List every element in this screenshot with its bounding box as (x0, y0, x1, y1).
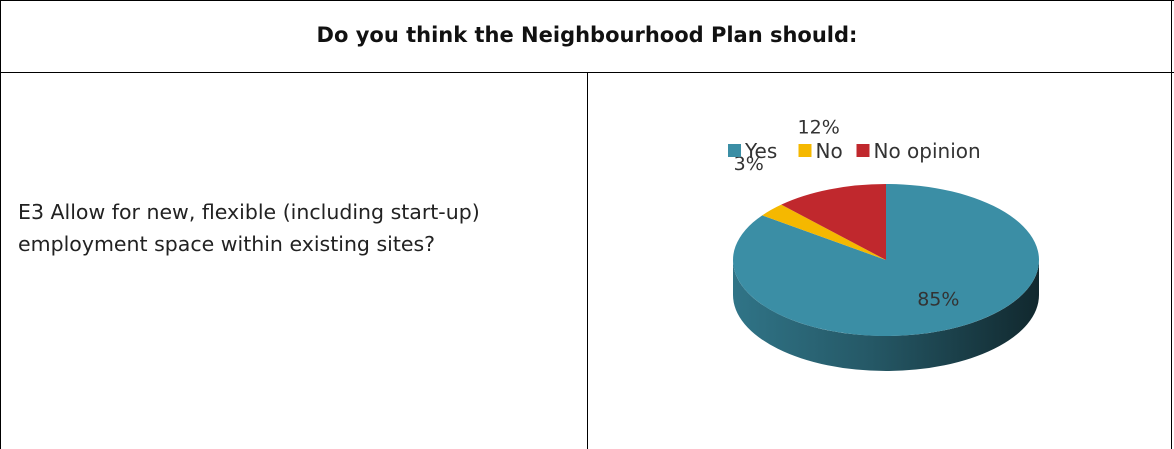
legend-label-no-opinion: No opinion (874, 139, 981, 163)
pie-side-yes (733, 260, 1039, 371)
pie-slice-no (762, 204, 886, 260)
legend-label-no: No (816, 139, 843, 163)
data-label-no-opinion: 12% (798, 117, 840, 139)
column-divider (587, 72, 588, 449)
pie-chart: 85% 3% 12% Yes No No opinion (728, 117, 1039, 371)
legend-marker-no (798, 144, 812, 157)
table-border-top (0, 0, 1174, 1)
table-border-left (0, 0, 1, 449)
legend-label-yes: Yes (744, 139, 777, 163)
legend-marker-yes (728, 144, 741, 157)
question-text: E3 Allow for new, flexible (including st… (18, 200, 480, 256)
pie-slice-no-opinion (781, 184, 886, 260)
data-label-no: 3% (734, 153, 764, 175)
table-header: Do you think the Neighbourhood Plan shou… (316, 23, 858, 47)
table-border-right (1171, 0, 1172, 449)
legend-marker-no-opinion (856, 144, 870, 157)
data-label-yes: 85% (917, 289, 959, 311)
